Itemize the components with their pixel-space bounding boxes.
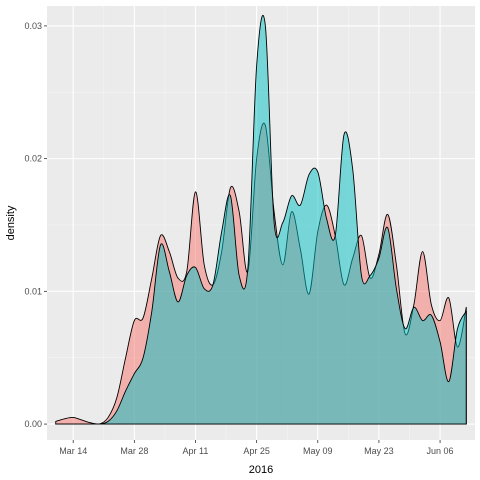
x-tick-label: Mar 28 <box>120 446 148 456</box>
y-tick-label: 0.01 <box>24 286 42 296</box>
density-area-series-2 <box>55 14 467 425</box>
y-tick-label: 0.03 <box>24 21 42 31</box>
x-tick-label: Apr 11 <box>183 446 209 456</box>
y-axis-ticks: 0.00 0.01 0.02 0.03 <box>24 21 47 429</box>
x-tick-label: Mar 14 <box>59 446 87 456</box>
x-tick-label: May 09 <box>303 446 333 456</box>
x-tick-label: Apr 25 <box>243 446 270 456</box>
density-areas <box>55 14 467 425</box>
x-tick-label: May 23 <box>364 446 394 456</box>
y-tick-label: 0.00 <box>24 419 42 429</box>
y-tick-label: 0.02 <box>24 154 42 164</box>
x-axis-ticks: Mar 14 Mar 28 Apr 11 Apr 25 May 09 May 23 Jun … <box>59 440 454 456</box>
x-tick-label: Jun 06 <box>427 446 454 456</box>
y-axis-title: density <box>5 205 17 240</box>
x-axis-title: 2016 <box>249 464 273 476</box>
